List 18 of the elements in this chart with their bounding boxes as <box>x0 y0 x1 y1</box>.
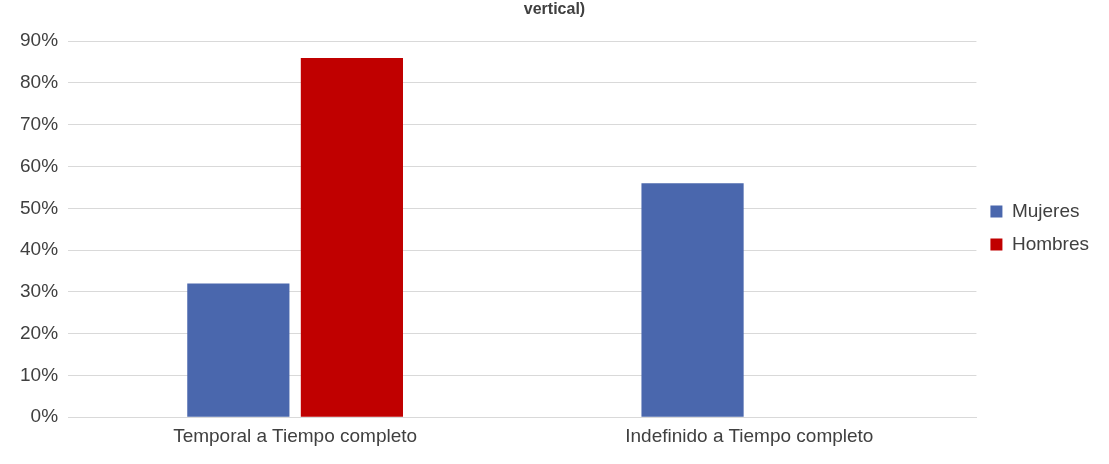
bar <box>187 283 290 417</box>
y-tick-label: 30% <box>20 280 59 302</box>
bar <box>300 57 403 417</box>
x-tick-label: Indefinido a Tiempo completo <box>625 424 874 446</box>
y-tick-label: 90% <box>20 29 59 51</box>
y-tick-label: 60% <box>20 154 59 176</box>
y-tick-label: 70% <box>20 112 59 134</box>
y-tick-label: 20% <box>20 321 59 343</box>
legend-label: Hombres <box>1011 232 1089 254</box>
y-tick-label: 50% <box>20 196 59 218</box>
y-tick-label: 0% <box>30 405 59 427</box>
chart-title: vertical) <box>523 0 586 18</box>
bar <box>641 183 744 417</box>
legend-label: Mujeres <box>1011 199 1080 221</box>
y-tick-label: 40% <box>20 238 59 260</box>
y-tick-label: 10% <box>20 363 59 385</box>
x-tick-label: Temporal a Tiempo completo <box>173 424 418 446</box>
y-tick-label: 80% <box>20 71 59 93</box>
